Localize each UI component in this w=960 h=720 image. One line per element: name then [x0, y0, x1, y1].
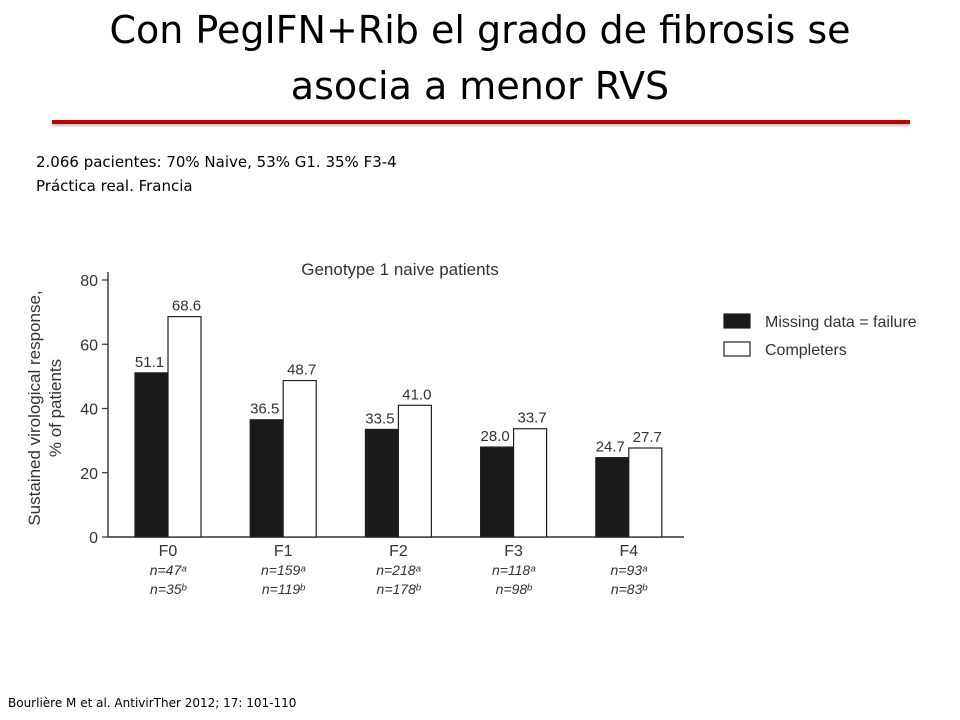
- x-tick-label: F3: [504, 543, 523, 560]
- y-tick-label: 20: [80, 466, 98, 483]
- y-axis-label: Sustained virological response,% of pati…: [25, 290, 65, 525]
- bar-missing-data-f1: [249, 419, 284, 538]
- x-tick-label: F4: [619, 543, 638, 560]
- bar-missing-data-f4: [595, 457, 630, 538]
- bar-completers-f1: [282, 379, 317, 538]
- x-tick-label: F2: [389, 543, 408, 560]
- x-sample-size-b: n=35ᵇ: [150, 581, 187, 597]
- bar-value-label: 28.0: [480, 428, 509, 445]
- bar-value-label: 48.7: [287, 362, 316, 379]
- y-tick-label: 40: [80, 402, 98, 419]
- subtitle-block: 2.066 pacientes: 70% Naive, 53% G1. 35% …: [36, 150, 397, 198]
- bar-missing-data-f0: [134, 372, 169, 538]
- x-tick-label: F1: [274, 543, 293, 560]
- bar-value-label: 36.5: [250, 401, 279, 418]
- x-sample-size-a: n=47ᵃ: [150, 562, 188, 578]
- bar-value-label: 41.0: [402, 386, 431, 403]
- legend-label: Completers: [765, 342, 847, 359]
- slide-title-line-1: Con PegIFN+Rib el grado de fibrosis se: [109, 8, 851, 52]
- chart-bars: [134, 313, 751, 538]
- x-sample-size-b: n=98ᵇ: [496, 581, 533, 597]
- y-tick-label: 80: [80, 273, 98, 290]
- bar-value-label: 27.7: [633, 429, 662, 446]
- x-sample-size-a: n=218ᵃ: [376, 562, 421, 578]
- chart-labels: 0 20 40 60 80 Genotype 1 naive patients Sustai…: [25, 260, 917, 597]
- x-tick-label: F0: [159, 543, 178, 560]
- subtitle-line-2: Práctica real. Francia: [36, 177, 193, 195]
- legend-swatch-missing-data: [723, 313, 751, 329]
- subtitle-line-1: 2.066 pacientes: 70% Naive, 53% G1. 35% …: [36, 153, 397, 171]
- x-sample-size-b: n=119ᵇ: [262, 581, 305, 597]
- legend-label: Missing data = failure: [765, 314, 917, 331]
- title-divider: [52, 120, 910, 124]
- y-tick-label: 0: [89, 530, 98, 547]
- chart-title: Genotype 1 naive patients: [301, 260, 499, 279]
- y-tick-label: 60: [80, 337, 98, 354]
- slide-title: Con PegIFN+Rib el grado de fibrosis se a…: [20, 2, 940, 114]
- x-sample-size-b: n=83ᵇ: [611, 581, 648, 597]
- x-sample-size-b: n=178ᵇ: [377, 581, 421, 597]
- bar-value-label: 33.5: [365, 410, 394, 427]
- bar-value-label: 51.1: [135, 354, 164, 371]
- bar-missing-data-f2: [364, 428, 399, 538]
- citation: Bourlière M et al. AntivirTher 2012; 17:…: [8, 696, 297, 710]
- bar-completers-f2: [397, 404, 432, 538]
- bar-value-label: 24.7: [596, 439, 625, 456]
- bar-completers-f0: [167, 316, 202, 538]
- x-sample-size-a: n=93ᵃ: [611, 562, 649, 578]
- bar-value-label: 68.6: [172, 298, 201, 315]
- bar-completers-f3: [512, 428, 548, 538]
- x-sample-size-a: n=118ᵃ: [492, 562, 536, 578]
- legend-swatch-completers: [723, 341, 751, 357]
- slide-title-line-2: asocia a menor RVS: [290, 64, 670, 108]
- bar-missing-data-f3: [480, 446, 515, 538]
- bar-value-label: 33.7: [517, 410, 546, 427]
- bar-completers-f4: [628, 447, 663, 538]
- x-sample-size-a: n=159ᵃ: [261, 562, 306, 578]
